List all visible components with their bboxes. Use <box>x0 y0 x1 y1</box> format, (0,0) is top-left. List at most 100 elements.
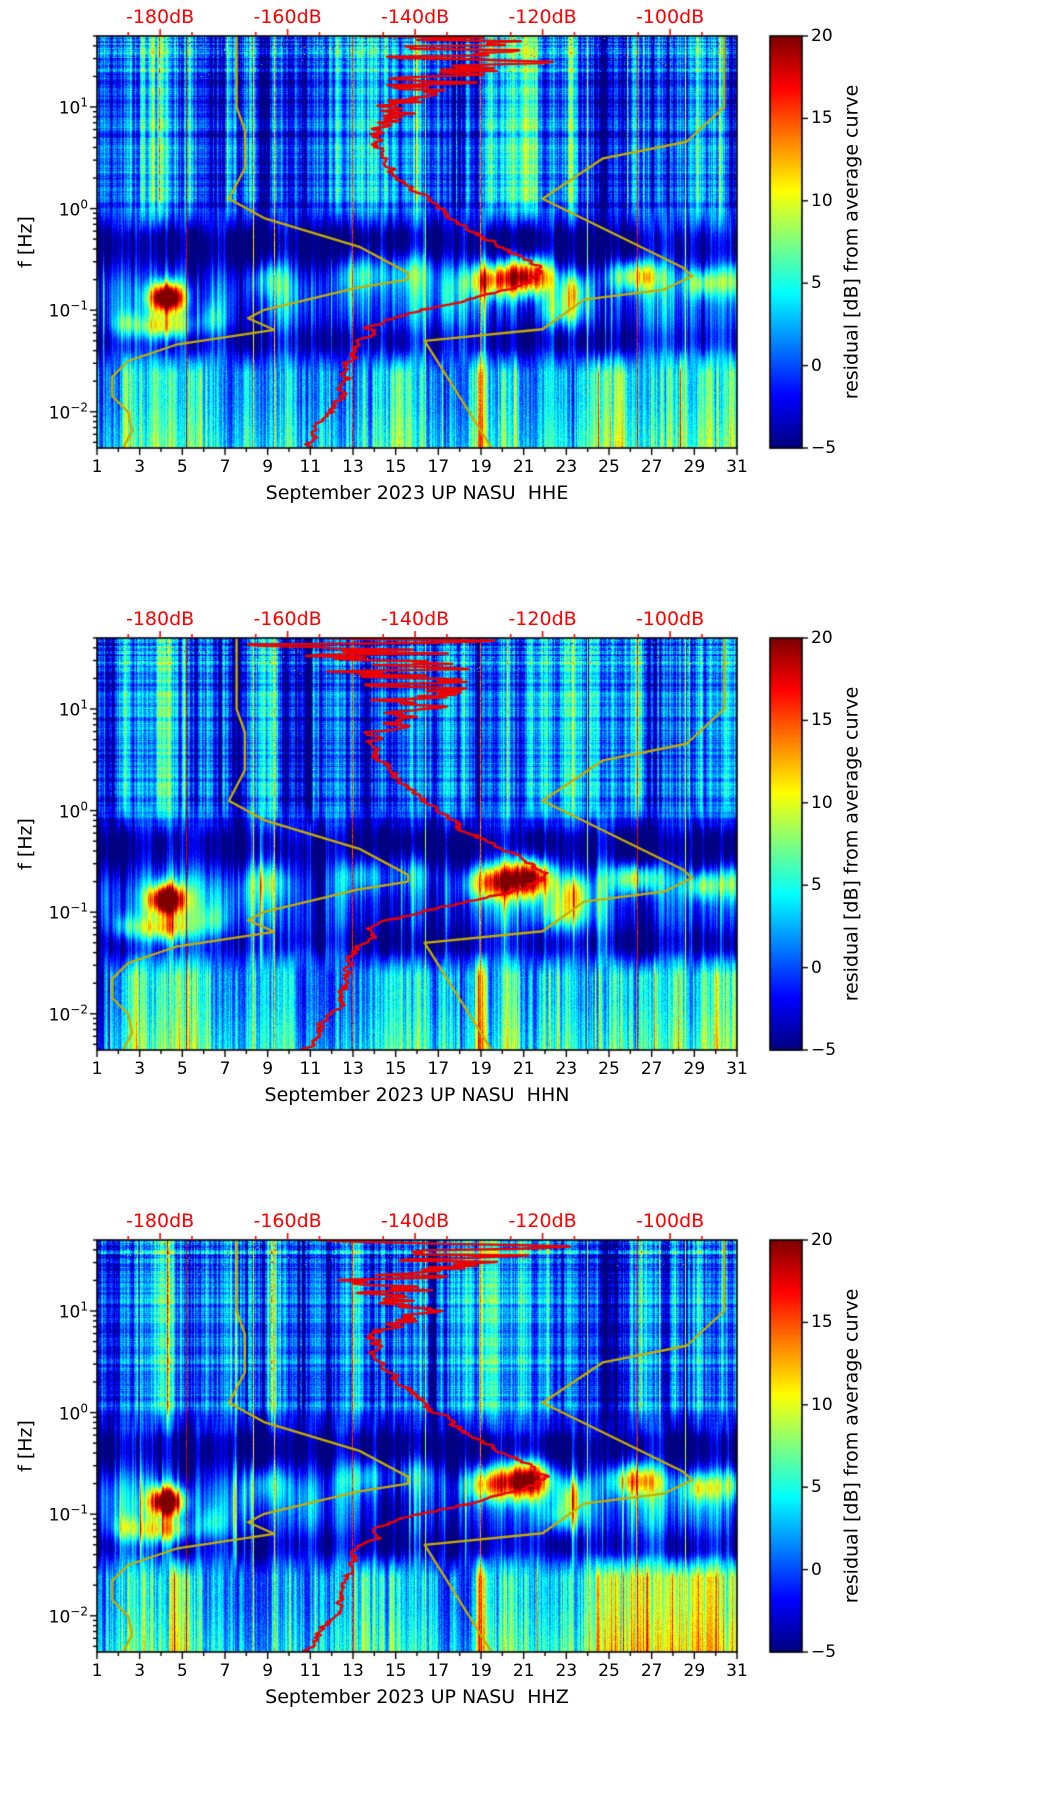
x-axis-tick-label: 15 <box>384 1661 407 1681</box>
x-axis-tick-label: 3 <box>134 457 146 477</box>
x-axis-tick-label: 25 <box>598 1059 620 1079</box>
y-axis-tick-label: 10−1 <box>48 298 88 322</box>
x-axis-tick-label: 31 <box>726 1661 748 1681</box>
spectrogram-panel-hhn: -180dB -160dB -140dB -120dB -100dB 101 100 10−… <box>0 602 1052 1204</box>
top-axis-tick-label: -100dB <box>635 6 705 28</box>
x-axis-tick-label: 17 <box>427 457 450 477</box>
x-axis-tick-label: 7 <box>219 1059 231 1079</box>
y-axis-tick-label: 100 <box>58 799 88 822</box>
x-axis-tick-label: 27 <box>640 1059 663 1079</box>
x-axis-tick-label: 5 <box>176 457 188 477</box>
colorbar-tick-label: 15 <box>811 108 833 129</box>
colorbar-tick-label: 0 <box>811 957 822 978</box>
top-axis-tick-label: -100dB <box>635 608 705 630</box>
x-axis-tick-label: 5 <box>176 1059 188 1079</box>
top-axis-tick-label: -140dB <box>380 6 450 28</box>
x-axis-tick-label: 1 <box>91 1661 103 1681</box>
x-axis-tick-label: 21 <box>512 1059 535 1079</box>
colorbar-tick-label: 20 <box>811 628 833 648</box>
top-axis-tick-label: -160dB <box>253 6 322 28</box>
top-axis-tick-label: -180dB <box>125 1210 195 1232</box>
y-axis-tick-label: 100 <box>58 1401 88 1424</box>
colorbar-tick-label: −5 <box>811 1040 837 1060</box>
spectrogram-canvas-hhe <box>0 0 1052 602</box>
x-axis-tick-label: 17 <box>427 1661 450 1681</box>
x-axis-tick-label: 1 <box>91 457 103 477</box>
x-axis-tick-label: 29 <box>683 1059 706 1079</box>
y-axis-tick-label: 100 <box>58 197 88 220</box>
x-axis-tick-label: 23 <box>555 1059 578 1079</box>
x-axis-tick-label: 9 <box>262 1059 274 1079</box>
x-axis-tick-label: 27 <box>640 1661 663 1681</box>
top-axis-tick-label: -100dB <box>635 1210 705 1232</box>
colorbar-label: residual [dB] from average curve <box>840 1288 863 1604</box>
x-axis-tick-label: 7 <box>219 457 231 477</box>
colorbar-label: residual [dB] from average curve <box>840 686 863 1002</box>
top-axis-tick-label: -120dB <box>508 608 577 630</box>
x-axis-tick-label: 23 <box>555 457 578 477</box>
top-axis-tick-label: -160dB <box>253 1210 322 1232</box>
x-axis-tick-label: 17 <box>427 1059 450 1079</box>
x-axis-tick-label: 29 <box>683 1661 706 1681</box>
colorbar-tick-label: −5 <box>811 1642 837 1662</box>
spectrogram-panel-hhe: -180dB -160dB -140dB -120dB -100dB 101 100 10−… <box>0 0 1052 602</box>
x-axis-tick-label: 11 <box>299 1661 322 1681</box>
x-axis-tick-label: 7 <box>219 1661 231 1681</box>
colorbar-tick-label: −5 <box>811 438 837 458</box>
top-axis-tick-label: -140dB <box>380 608 450 630</box>
x-axis-tick-label: 3 <box>134 1661 146 1681</box>
x-axis-tick-label: 21 <box>512 1661 535 1681</box>
spectrogram-canvas-hhn <box>0 602 1052 1204</box>
x-axis-tick-label: 29 <box>683 457 706 477</box>
y-axis-tick-label: 10−2 <box>48 1002 88 1026</box>
x-axis-tick-label: 3 <box>134 1059 146 1079</box>
top-axis-tick-label: -140dB <box>380 1210 450 1232</box>
x-axis-label: September 2023 UP NASU HHN <box>264 1084 570 1106</box>
x-axis-tick-label: 5 <box>176 1661 188 1681</box>
y-axis-tick-label: 10−1 <box>48 900 88 924</box>
x-axis-tick-label: 19 <box>470 457 492 477</box>
x-axis-tick-label: 27 <box>640 457 663 477</box>
y-axis-tick-label: 101 <box>58 1299 88 1323</box>
colorbar-tick-label: 20 <box>811 26 833 46</box>
y-axis-tick-label: 10−2 <box>48 400 88 424</box>
colorbar-tick-label: 5 <box>811 875 822 896</box>
x-axis-tick-label: 19 <box>470 1059 492 1079</box>
x-axis-tick-label: 25 <box>598 1661 620 1681</box>
y-axis-tick-label: 10−2 <box>48 1604 88 1628</box>
x-axis-tick-label: 13 <box>342 457 364 477</box>
colorbar-tick-label: 20 <box>811 1230 833 1250</box>
x-axis-tick-label: 25 <box>598 457 620 477</box>
colorbar-tick-label: 0 <box>811 1559 822 1580</box>
top-axis-tick-label: -160dB <box>253 608 322 630</box>
colorbar-tick-label: 10 <box>811 792 833 813</box>
x-axis-tick-label: 23 <box>555 1661 578 1681</box>
x-axis-tick-label: 21 <box>512 457 535 477</box>
top-axis-tick-label: -180dB <box>125 608 195 630</box>
top-axis-tick-label: -180dB <box>125 6 195 28</box>
colorbar-tick-label: 5 <box>811 273 822 294</box>
y-axis-tick-label: 101 <box>58 95 88 119</box>
x-axis-tick-label: 13 <box>342 1661 364 1681</box>
x-axis-tick-label: 9 <box>262 1661 274 1681</box>
colorbar-tick-label: 15 <box>811 710 833 731</box>
x-axis-tick-label: 11 <box>299 457 322 477</box>
x-axis-tick-label: 11 <box>299 1059 322 1079</box>
colorbar-tick-label: 15 <box>811 1312 833 1333</box>
colorbar-tick-label: 0 <box>811 355 822 376</box>
x-axis-tick-label: 9 <box>262 457 274 477</box>
x-axis-label: September 2023 UP NASU HHE <box>265 482 569 504</box>
colorbar-tick-label: 10 <box>811 190 833 211</box>
y-axis-tick-label: 101 <box>58 697 88 721</box>
top-axis-tick-label: -120dB <box>508 1210 577 1232</box>
x-axis-tick-label: 15 <box>384 457 407 477</box>
x-axis-tick-label: 19 <box>470 1661 492 1681</box>
x-axis-tick-label: 15 <box>384 1059 407 1079</box>
x-axis-tick-label: 31 <box>726 457 748 477</box>
y-axis-label: f [Hz] <box>14 818 37 870</box>
colorbar-tick-label: 5 <box>811 1477 822 1498</box>
y-axis-tick-label: 10−1 <box>48 1502 88 1526</box>
spectrogram-panel-hhz: -180dB -160dB -140dB -120dB -100dB 101 100 10−… <box>0 1204 1052 1806</box>
colorbar-label: residual [dB] from average curve <box>840 84 863 400</box>
